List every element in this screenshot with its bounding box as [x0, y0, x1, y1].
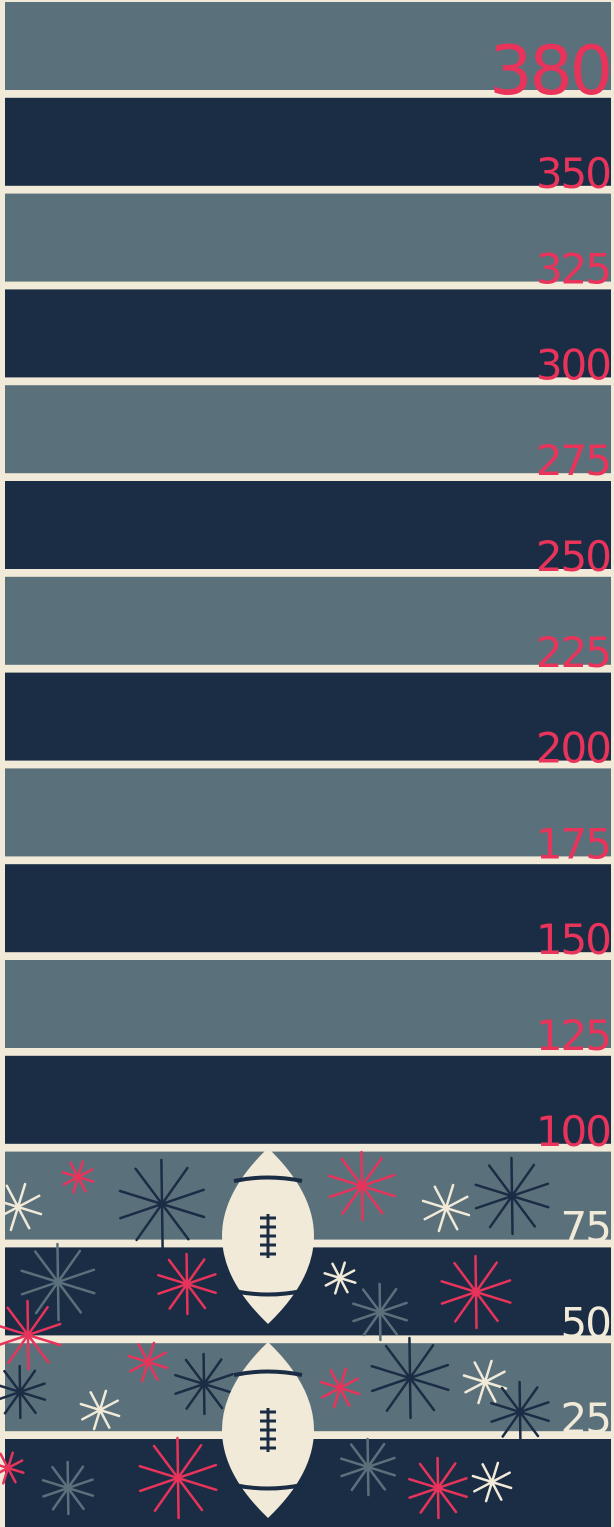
height-label: 50: [561, 1298, 610, 1347]
stripe: [5, 98, 611, 186]
height-label: 125: [536, 1011, 610, 1060]
height-label: 175: [536, 819, 610, 868]
stripe: [5, 768, 611, 856]
height-label: 75: [561, 1203, 610, 1252]
stripe: [5, 673, 611, 761]
height-label: 325: [536, 245, 610, 294]
height-label: 200: [536, 724, 610, 773]
height-label: 225: [536, 628, 610, 677]
height-label: 150: [536, 915, 610, 964]
stripe: [5, 864, 611, 952]
height-chart: 380 350 325 300 275 250 225 200 175 150 125 100 75 50…: [0, 0, 614, 1527]
height-label: 100: [536, 1107, 610, 1156]
stripe: [5, 481, 611, 569]
stripe: [5, 289, 611, 377]
stripe: [5, 194, 611, 282]
height-label: 250: [536, 532, 610, 581]
page: 380 350 325 300 275 250 225 200 175 150 125 100 75 50…: [0, 0, 614, 1527]
height-label: 300: [536, 340, 610, 389]
height-label: 380: [489, 32, 610, 111]
height-label: 25: [561, 1394, 610, 1443]
stripe: [5, 1056, 611, 1144]
stripe: [5, 960, 611, 1048]
stripe: [5, 385, 611, 473]
height-label: 350: [536, 149, 610, 198]
stripe: [5, 577, 611, 665]
height-label: 275: [536, 436, 610, 485]
